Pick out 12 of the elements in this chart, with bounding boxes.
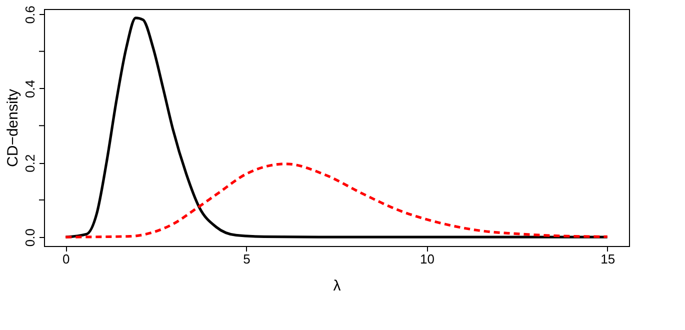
y-tick-label: 0.0: [22, 228, 38, 247]
x-tick-label: 10: [420, 252, 435, 266]
y-tick-label: 0.2: [22, 154, 38, 172]
line-series: [64, 162, 609, 238]
line-series: [64, 16, 609, 238]
y-axis-title: CD−density: [4, 88, 22, 167]
x-tick-label: 5: [243, 252, 250, 266]
y-tick-label: 0.4: [22, 80, 38, 98]
x-tick-label: 0: [62, 252, 70, 266]
y-tick-label: 0.6: [22, 6, 38, 24]
x-tick-label: 15: [600, 252, 616, 266]
x-axis-title: λ: [333, 278, 342, 294]
